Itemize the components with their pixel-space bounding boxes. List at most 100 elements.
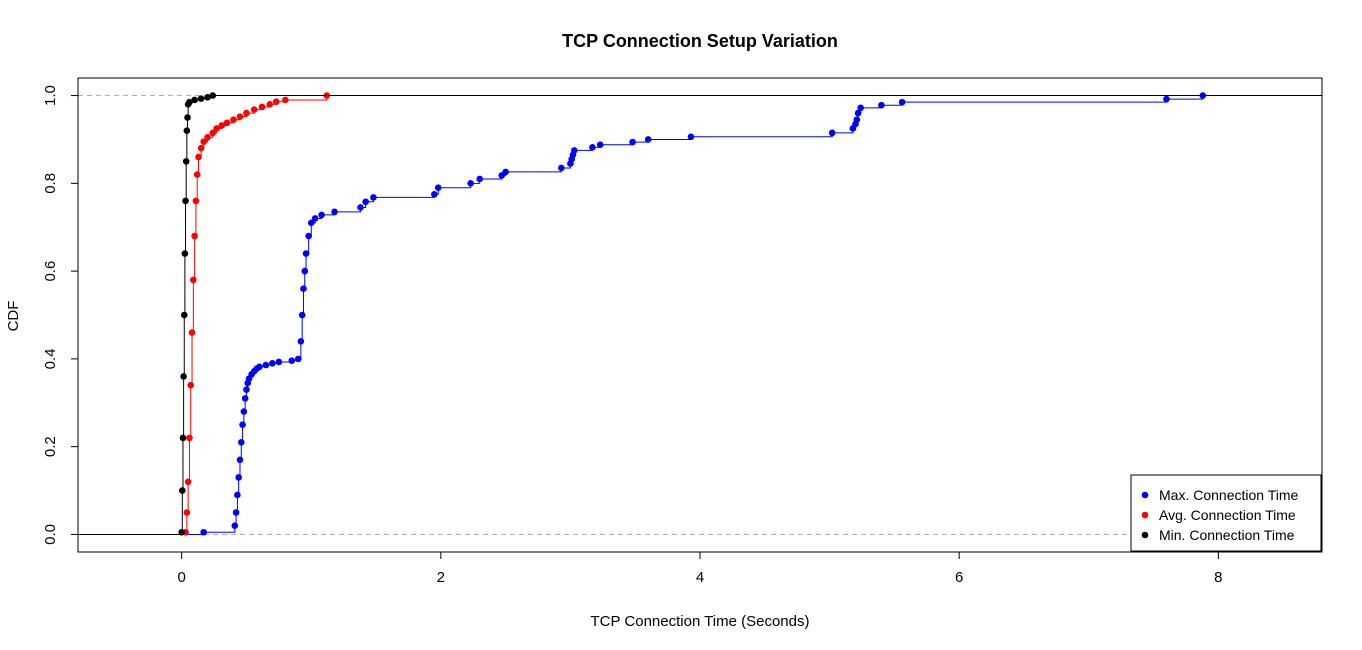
series-0-point-0 bbox=[200, 528, 207, 536]
series-2-point-8 bbox=[183, 127, 191, 134]
series-0-point-48 bbox=[629, 138, 636, 146]
series-0-point-25 bbox=[301, 267, 309, 275]
series-0-point-35 bbox=[431, 191, 438, 198]
x-tick-label-1: 2 bbox=[437, 569, 445, 586]
series-0-point-26 bbox=[302, 250, 310, 257]
series-0-point-7 bbox=[239, 421, 246, 429]
series-0-point-18 bbox=[269, 359, 276, 367]
series-2-point-5 bbox=[181, 250, 189, 257]
series-0-point-21 bbox=[294, 355, 302, 363]
series-0-point-33 bbox=[362, 198, 369, 206]
series-0-point-57 bbox=[878, 101, 885, 109]
series-1-point-9 bbox=[193, 171, 201, 178]
series-0-point-49 bbox=[644, 136, 652, 143]
legend-label-max: Max. Connection Time bbox=[1159, 487, 1298, 503]
series-line-0 bbox=[78, 95, 1322, 535]
series-1-point-12 bbox=[200, 138, 207, 145]
series-2-point-6 bbox=[182, 197, 189, 205]
series-0-point-2 bbox=[232, 509, 240, 516]
y-axis: 0.0 0.2 0.4 0.6 0.8 1.0 bbox=[42, 85, 78, 545]
x-tick-label-4: 8 bbox=[1214, 569, 1222, 586]
series-0-point-4 bbox=[235, 474, 242, 481]
series-1-point-11 bbox=[197, 144, 205, 152]
series-2-point-12 bbox=[191, 96, 198, 104]
series-line-1 bbox=[78, 95, 1322, 535]
series-1-point-16 bbox=[218, 122, 226, 129]
x-tick-label-3: 6 bbox=[955, 569, 963, 586]
series-1-point-6 bbox=[190, 276, 197, 284]
series-0-point-5 bbox=[236, 456, 244, 464]
series-0-point-22 bbox=[297, 338, 305, 345]
series-0-point-17 bbox=[262, 361, 270, 369]
series-0-point-47 bbox=[596, 141, 604, 149]
series-2-point-11 bbox=[186, 98, 193, 106]
series-0-point-56 bbox=[857, 104, 864, 112]
series-2 bbox=[78, 92, 1322, 536]
series-0-point-38 bbox=[476, 175, 484, 183]
series-1-point-20 bbox=[243, 109, 250, 117]
series-1-point-23 bbox=[266, 101, 274, 108]
series-1-point-10 bbox=[195, 153, 202, 161]
series-0-point-19 bbox=[275, 358, 283, 366]
x-tick-label-2: 4 bbox=[696, 569, 704, 586]
series-1-point-14 bbox=[209, 129, 217, 137]
series-1-point-1 bbox=[183, 509, 191, 516]
y-tick-label-2: 0.4 bbox=[42, 348, 59, 369]
series-0-point-45 bbox=[571, 147, 578, 154]
series-2-point-15 bbox=[209, 92, 217, 99]
series-0-point-51 bbox=[828, 129, 836, 137]
legend-label-min: Min. Connection Time bbox=[1159, 527, 1295, 543]
x-axis-label: TCP Connection Time (Seconds) bbox=[591, 613, 810, 630]
series-0-point-8 bbox=[240, 408, 248, 415]
series-1-point-17 bbox=[223, 119, 231, 127]
series-0-point-6 bbox=[237, 438, 245, 446]
series-0-point-23 bbox=[298, 311, 306, 319]
series-0-point-10 bbox=[243, 386, 250, 393]
legend-label-avg: Avg. Connection Time bbox=[1159, 507, 1296, 523]
series-1-point-24 bbox=[272, 98, 280, 105]
series-0-point-34 bbox=[370, 194, 377, 201]
series-0-point-50 bbox=[687, 133, 695, 141]
series-0-point-30 bbox=[318, 211, 325, 219]
series-0-point-31 bbox=[331, 208, 338, 216]
y-tick-label-4: 0.8 bbox=[42, 173, 59, 194]
series-1-point-4 bbox=[187, 381, 195, 389]
series-0-point-24 bbox=[300, 285, 307, 292]
legend-marker-min bbox=[1141, 531, 1149, 539]
series-0 bbox=[78, 92, 1322, 536]
series-0-point-9 bbox=[241, 395, 249, 402]
chart-title: TCP Connection Setup Variation bbox=[562, 31, 838, 51]
series-2-point-7 bbox=[182, 158, 190, 165]
x-axis: 0 2 4 6 8 bbox=[177, 552, 1223, 586]
series-2-point-9 bbox=[184, 114, 191, 121]
series-2-point-0 bbox=[178, 528, 185, 536]
series-2-point-13 bbox=[197, 95, 205, 102]
series-0-point-28 bbox=[307, 219, 315, 227]
series-1-point-3 bbox=[186, 434, 193, 442]
series-0-point-46 bbox=[589, 144, 596, 151]
series-0-point-55 bbox=[854, 109, 862, 117]
series-2-point-3 bbox=[180, 373, 187, 380]
series-0-point-1 bbox=[231, 522, 239, 529]
series-0-point-40 bbox=[502, 168, 509, 176]
series-layer bbox=[78, 92, 1322, 536]
series-1-point-7 bbox=[191, 232, 198, 240]
series-1-point-18 bbox=[230, 116, 237, 123]
series-1-point-5 bbox=[188, 329, 196, 336]
series-0-point-58 bbox=[898, 98, 906, 106]
series-1-point-22 bbox=[258, 103, 266, 111]
y-tick-label-5: 1.0 bbox=[42, 85, 59, 106]
legend-marker-avg bbox=[1141, 511, 1149, 519]
series-2-point-1 bbox=[179, 487, 186, 494]
legend-box bbox=[1130, 474, 1322, 552]
series-0-point-36 bbox=[434, 184, 442, 192]
series-line-2 bbox=[78, 95, 1322, 535]
series-1-point-25 bbox=[282, 96, 289, 104]
series-2-point-14 bbox=[204, 94, 211, 101]
series-1-point-15 bbox=[213, 125, 220, 132]
series-1-point-21 bbox=[250, 106, 258, 113]
series-1 bbox=[78, 92, 1322, 536]
legend: Max. Connection Time Avg. Connection Tim… bbox=[1130, 474, 1322, 552]
series-2-point-2 bbox=[179, 434, 187, 442]
series-2-point-4 bbox=[180, 311, 188, 319]
